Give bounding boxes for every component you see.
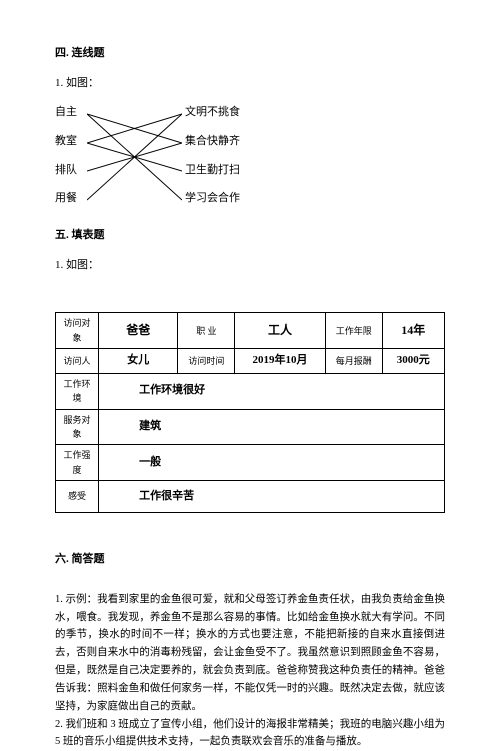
cell-value: 2019年10月 — [235, 349, 326, 374]
match-left-2: 排队 — [55, 165, 77, 179]
cell-label: 访问时间 — [178, 349, 235, 374]
cell-label: 工作环境 — [56, 373, 99, 409]
match-right-1: 集合快静齐 — [185, 136, 240, 150]
cell-value: 14年 — [382, 313, 444, 349]
cell-value: 女儿 — [99, 349, 178, 374]
match-right-2: 卫生勤打扫 — [185, 165, 240, 179]
cell-label: 工作强度 — [56, 445, 99, 481]
answer-2: 2. 我们班和 3 班成立了宣传小组，他们设计的海报非常精美；我班的电脑兴趣小组… — [55, 716, 445, 751]
match-right-3: 学习会合作 — [185, 193, 240, 207]
cell-label: 工作年限 — [325, 313, 382, 349]
cell-value: 工人 — [235, 313, 326, 349]
match-right-0: 文明不挑食 — [185, 107, 240, 121]
cell-label: 每月报酬 — [325, 349, 382, 374]
cell-value: 爸爸 — [99, 313, 178, 349]
section4-subtitle: 1. 如图： — [55, 75, 445, 93]
interview-table: 访问对象 爸爸 职 业 工人 工作年限 14年 访问人 女儿 访问时间 2019… — [55, 312, 445, 513]
cell-label: 访问对象 — [56, 313, 99, 349]
matching-lines-icon — [87, 107, 182, 207]
cell-value: 建筑 — [99, 409, 445, 445]
match-left-3: 用餐 — [55, 193, 77, 207]
section5-subtitle: 1. 如图： — [55, 257, 445, 275]
cell-value: 工作环境很好 — [99, 373, 445, 409]
answer-1: 1. 示例：我看到家里的金鱼很可爱，就和父母签订养金鱼责任状，由我负责给金鱼换水… — [55, 591, 445, 716]
cell-label: 访问人 — [56, 349, 99, 374]
cell-value: 工作很辛苦 — [99, 481, 445, 513]
match-left-0: 自主 — [55, 107, 77, 121]
table-row: 访问对象 爸爸 职 业 工人 工作年限 14年 — [56, 313, 445, 349]
matching-diagram: 自主 教室 排队 用餐 文明不挑食 集合快静齐 卫生勤打扫 学习会合作 — [55, 107, 315, 207]
section6-title: 六. 简答题 — [55, 551, 445, 569]
cell-label: 职 业 — [178, 313, 235, 349]
table-row: 感受 工作很辛苦 — [56, 481, 445, 513]
table-row: 服务对象 建筑 — [56, 409, 445, 445]
matching-right-col: 文明不挑食 集合快静齐 卫生勤打扫 学习会合作 — [185, 107, 240, 207]
section5-title: 五. 填表题 — [55, 227, 445, 245]
cell-label: 服务对象 — [56, 409, 99, 445]
match-left-1: 教室 — [55, 136, 77, 150]
cell-value: 一般 — [99, 445, 445, 481]
matching-left-col: 自主 教室 排队 用餐 — [55, 107, 77, 207]
section4-title: 四. 连线题 — [55, 45, 445, 63]
table-row: 工作环境 工作环境很好 — [56, 373, 445, 409]
table-row: 工作强度 一般 — [56, 445, 445, 481]
cell-label: 感受 — [56, 481, 99, 513]
cell-value: 3000元 — [382, 349, 444, 374]
table-row: 访问人 女儿 访问时间 2019年10月 每月报酬 3000元 — [56, 349, 445, 374]
